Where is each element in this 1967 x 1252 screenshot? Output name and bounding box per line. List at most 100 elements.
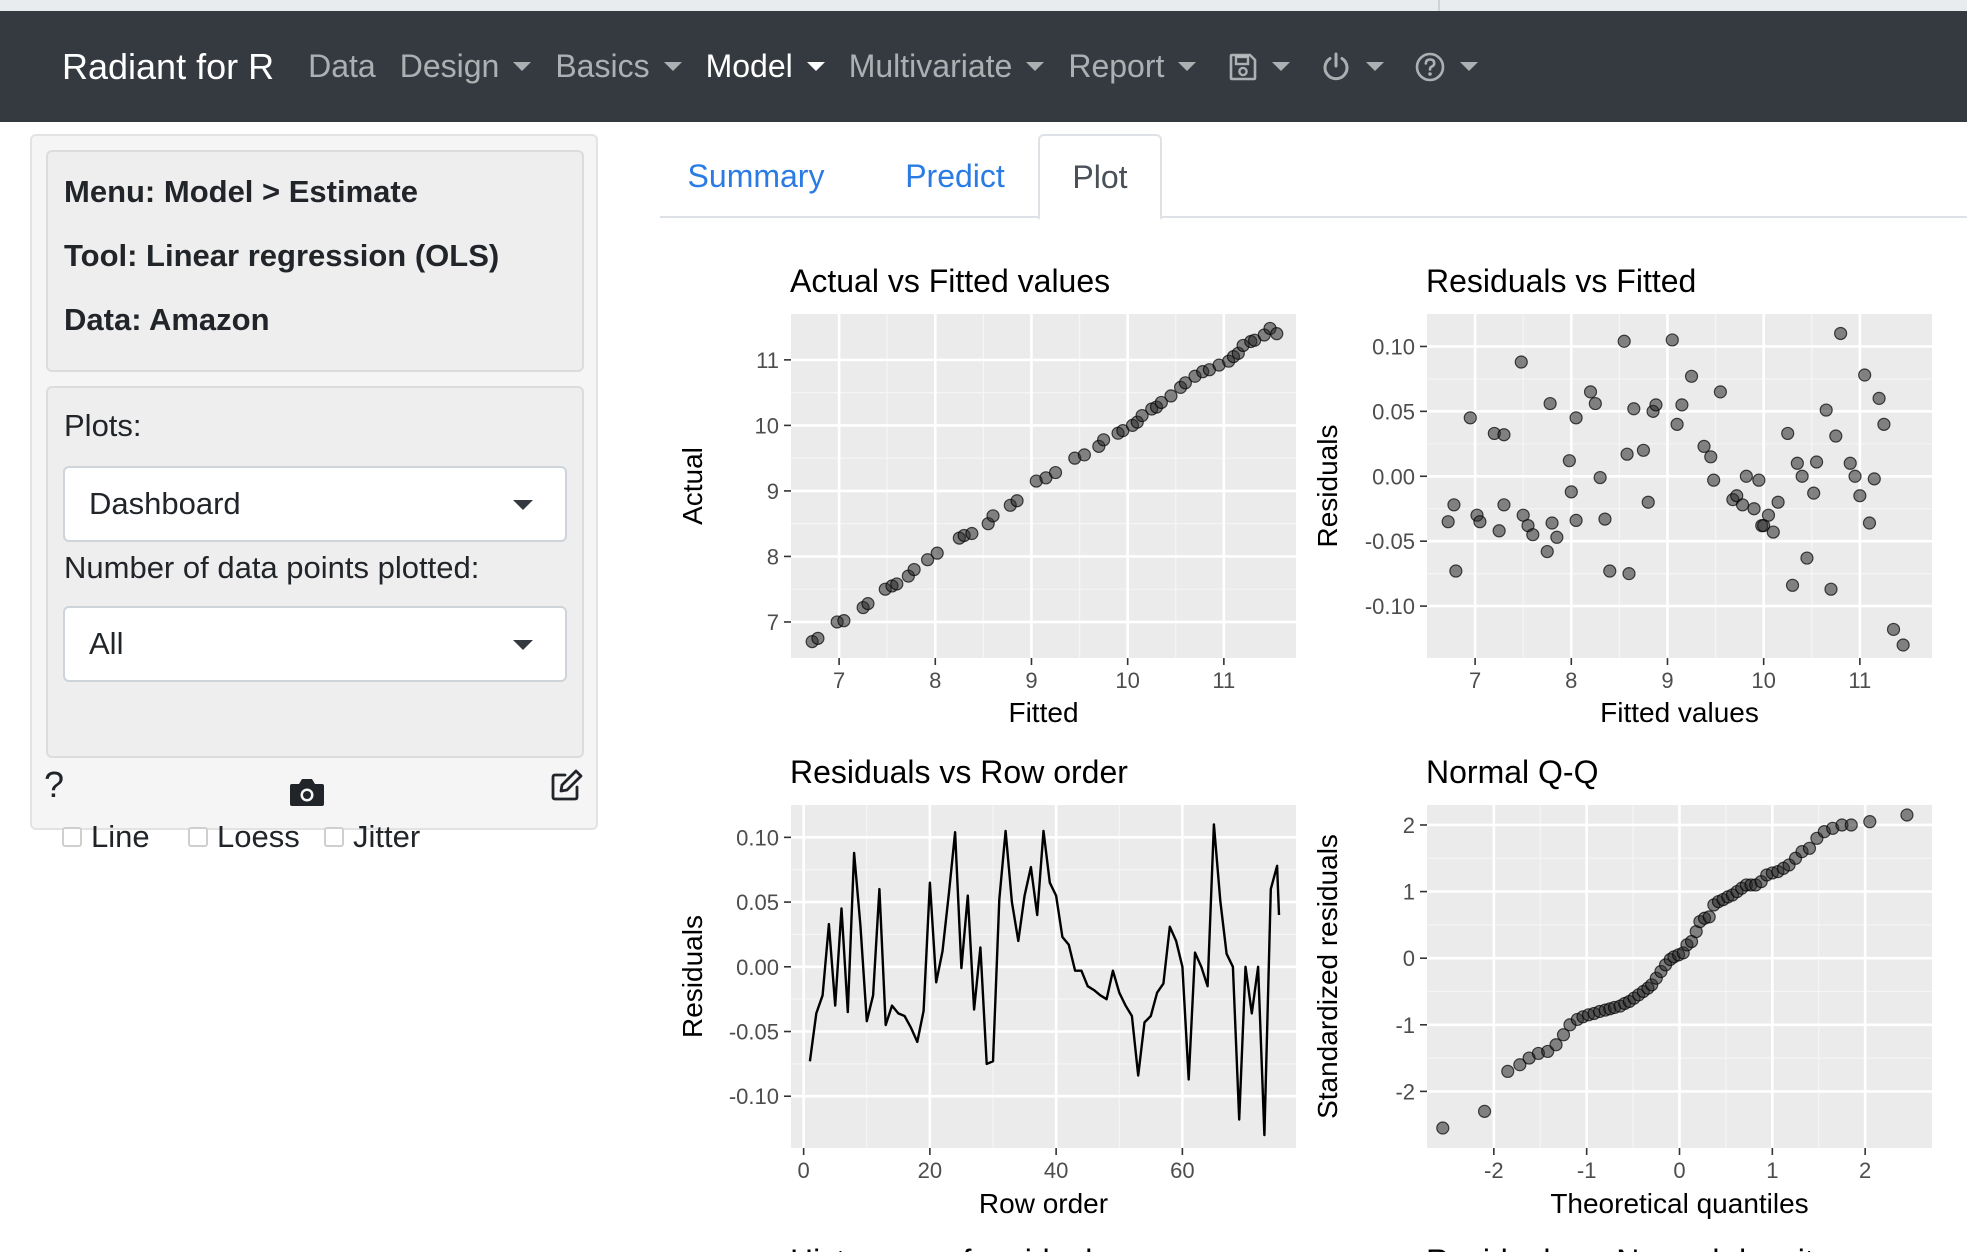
data-points-select-value: All	[89, 626, 124, 661]
camera-icon[interactable]	[289, 776, 325, 808]
data-point	[907, 562, 921, 577]
y-tick-label: -2	[1395, 1079, 1415, 1104]
chart-title: Residuals vs Row order	[790, 754, 1128, 790]
x-axis-label: Fitted	[1008, 697, 1078, 728]
tab-summary[interactable]: Summary	[676, 134, 836, 218]
tab-label: Summary	[687, 157, 825, 194]
data-points-select[interactable]: All	[63, 606, 567, 682]
caret-down-icon	[1366, 62, 1385, 71]
data-point	[1752, 473, 1766, 487]
help-button[interactable]: ?	[44, 764, 65, 805]
sidebar-panel: Menu: Model > Estimate Tool: Linear regr…	[30, 134, 598, 854]
nav-item-model[interactable]: Model	[706, 48, 825, 85]
data-point	[1790, 456, 1804, 470]
dropdown-arrow-icon	[513, 640, 533, 650]
nav-item-multivariate[interactable]: Multivariate	[849, 48, 1045, 85]
x-tick-label: 8	[929, 668, 941, 693]
data-point	[1739, 469, 1753, 483]
x-tick-label: 10	[1751, 668, 1775, 693]
nav-item-label: Report	[1068, 48, 1165, 84]
data-point	[1707, 473, 1721, 487]
data-point	[1617, 334, 1631, 348]
checkbox-box[interactable]	[324, 827, 344, 847]
data-point	[1824, 582, 1838, 596]
menu-path: Menu: Model > Estimate	[64, 174, 418, 209]
loess-checkbox[interactable]: Loess	[188, 819, 300, 855]
checkbox-box[interactable]	[62, 827, 82, 847]
chart-1: 7 8 9 10 11 7 8 9 10 11 Actual vs Fitted values Fit…	[677, 263, 1296, 728]
data-point	[1497, 428, 1511, 442]
y-tick-label: 0.00	[1372, 464, 1415, 489]
save-menu[interactable]	[1228, 52, 1291, 82]
data-point	[1010, 494, 1024, 508]
x-tick-label: 20	[918, 1158, 942, 1183]
caret-down-icon	[1026, 62, 1045, 71]
data-point	[1447, 498, 1461, 512]
data-point	[1620, 447, 1634, 461]
x-tick-label: 9	[1661, 668, 1673, 693]
edit-icon[interactable]	[550, 768, 584, 802]
plot-panel	[1427, 314, 1932, 658]
nav-item-design[interactable]: Design	[400, 48, 532, 85]
data-point	[965, 526, 979, 541]
y-tick-label: -0.10	[729, 1084, 779, 1109]
plots-select-value: Dashboard	[89, 486, 241, 521]
x-tick-label: -2	[1484, 1158, 1504, 1183]
data-point	[1436, 1121, 1450, 1135]
data-point	[1154, 395, 1168, 410]
data-point	[1477, 1104, 1492, 1118]
y-tick-label: 10	[755, 413, 779, 438]
data-point	[1867, 472, 1881, 486]
jitter-checkbox[interactable]: Jitter	[324, 819, 420, 855]
data-point	[986, 509, 1000, 523]
power-menu[interactable]	[1320, 51, 1385, 83]
data-point	[1513, 1058, 1527, 1072]
chart-3: 0 20 40 60 0.10 0.05 0.00 -0.05 -0.10 Residuals v…	[677, 754, 1296, 1219]
data-point	[1463, 411, 1477, 425]
nav-item-report[interactable]: Report	[1068, 48, 1197, 85]
data-point	[1135, 408, 1149, 423]
data-point	[1872, 391, 1886, 405]
x-tick-label: 0	[1673, 1158, 1685, 1183]
data-point	[930, 546, 944, 560]
data-point	[1178, 376, 1192, 390]
next-chart-title: Residuals vs Normal density	[1426, 1243, 1830, 1252]
data-point	[1702, 910, 1716, 924]
plot-options-well: Plots: Dashboard Number of data points p…	[46, 386, 584, 758]
data-point	[1844, 818, 1858, 832]
x-tick-label: 1	[1766, 1158, 1778, 1183]
data-point	[1877, 417, 1891, 431]
data-point	[1766, 525, 1780, 539]
brand[interactable]: Radiant for R	[62, 45, 275, 87]
y-tick-label: 8	[767, 544, 779, 569]
x-tick-label: 11	[1848, 668, 1871, 693]
nav-item-basics[interactable]: Basics	[555, 48, 682, 85]
data-point	[1593, 470, 1607, 485]
x-tick-label: 11	[1212, 668, 1235, 693]
y-axis-label: Actual	[677, 447, 708, 525]
data-point	[1747, 502, 1761, 516]
tab-plot[interactable]: Plot	[1038, 134, 1162, 220]
checkbox-label: Line	[91, 819, 150, 854]
y-tick-label: 11	[756, 348, 779, 373]
y-axis-label: Residuals	[677, 915, 708, 1038]
plots-select[interactable]: Dashboard	[63, 466, 567, 542]
data-point	[1270, 327, 1284, 341]
data-point	[1540, 544, 1554, 559]
tab-predict[interactable]: Predict	[885, 134, 1025, 218]
tab-label: Predict	[905, 157, 1005, 194]
data-point	[1900, 808, 1914, 822]
data-point	[920, 553, 935, 567]
nav-item-label: Multivariate	[848, 48, 1013, 84]
data-point	[1545, 516, 1559, 530]
data-point	[1858, 368, 1872, 382]
x-tick-label: 2	[1859, 1158, 1871, 1183]
x-tick-label: 40	[1044, 1158, 1068, 1183]
nav-item-data[interactable]: Data	[308, 48, 376, 85]
data-point	[1713, 385, 1727, 399]
power-icon	[1323, 52, 1349, 80]
checkbox-box[interactable]	[188, 827, 208, 847]
caret-down-icon	[663, 62, 682, 71]
line-checkbox[interactable]: Line	[62, 819, 150, 855]
help-menu[interactable]	[1414, 51, 1479, 83]
